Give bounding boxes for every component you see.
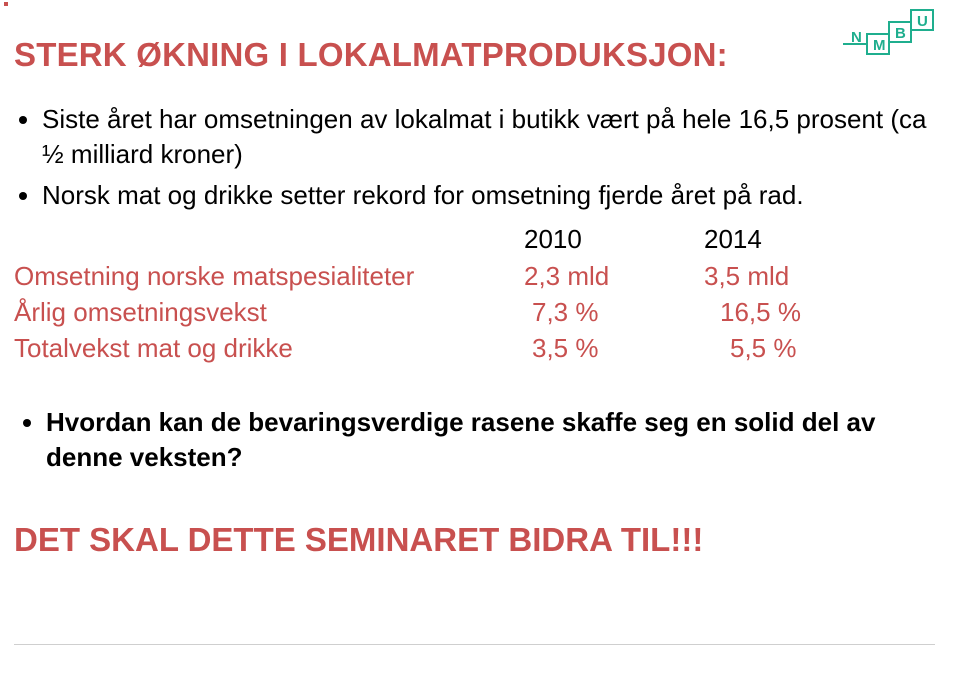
table-row: Årlig omsetningsvekst 7,3 % 16,5 % (14, 294, 935, 330)
bullet-list-bottom: Hvordan kan de bevaringsverdige rasene s… (14, 405, 935, 475)
table-cell-value: 5,5 % (712, 330, 910, 366)
table-cell-value: 2,3 mld (524, 258, 704, 294)
bottom-divider (14, 644, 935, 645)
bullet-list-top: Siste året har omsetningen av lokalmat i… (14, 102, 935, 213)
logo-letter-m: M (873, 37, 886, 54)
logo-letter-u: U (917, 13, 928, 30)
closing-statement: DET SKAL DETTE SEMINARET BIDRA TIL!!! (14, 521, 935, 559)
table-header-year1: 2010 (524, 221, 704, 257)
table-row: Totalvekst mat og drikke 3,5 % 5,5 % (14, 330, 935, 366)
slide-content: STERK ØKNING I LOKALMATPRODUKSJON: Siste… (0, 0, 959, 559)
slide-title: STERK ØKNING I LOKALMATPRODUKSJON: (14, 36, 935, 74)
nmbu-logo: N M B U (839, 8, 935, 77)
table-cell-label: Årlig omsetningsvekst (14, 294, 524, 330)
table-cell-label: Omsetning norske matspesialiteter (14, 258, 524, 294)
table-row: Omsetning norske matspesialiteter 2,3 ml… (14, 258, 935, 294)
table-cell-value: 7,3 % (524, 294, 712, 330)
table-header-row: 2010 2014 (14, 221, 935, 257)
bullet-item: Siste året har omsetningen av lokalmat i… (42, 102, 935, 172)
decorative-dot (4, 2, 8, 6)
table-cell-label: Totalvekst mat og drikke (14, 330, 524, 366)
question-bullet: Hvordan kan de bevaringsverdige rasene s… (46, 405, 935, 475)
logo-letter-b: B (895, 25, 906, 42)
data-table: 2010 2014 Omsetning norske matspesialite… (14, 221, 935, 367)
table-cell-value: 3,5 % (524, 330, 712, 366)
table-header-year2: 2014 (704, 221, 884, 257)
bullet-item: Norsk mat og drikke setter rekord for om… (42, 178, 935, 213)
logo-letter-n: N (851, 29, 862, 46)
table-cell-value: 16,5 % (712, 294, 900, 330)
table-cell-value: 3,5 mld (704, 258, 884, 294)
table-header-label (14, 221, 524, 257)
